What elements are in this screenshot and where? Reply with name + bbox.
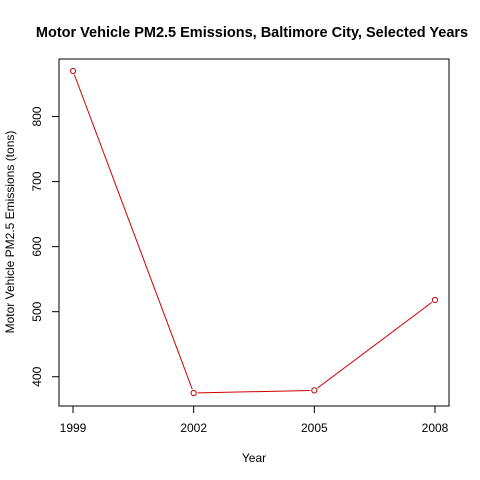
y-tick-label-500: 500 — [30, 301, 44, 321]
series-segment-0-2 — [317, 301, 433, 389]
x-tick-label-2008: 2008 — [422, 421, 449, 435]
x-tick-label-2002: 2002 — [180, 421, 207, 435]
y-axis: 400 500 600 700 800 — [30, 106, 59, 387]
data-point-2002 — [190, 389, 197, 397]
y-axis-label: Motor Vehicle PM2.5 Emissions (tons) — [3, 131, 17, 334]
y-tick-label-800: 800 — [30, 106, 44, 126]
x-tick-label-1999: 1999 — [60, 421, 87, 435]
series-line-group — [73, 74, 433, 394]
chart-title: Motor Vehicle PM2.5 Emissions, Baltimore… — [36, 25, 468, 41]
series-segment-0-0 — [73, 74, 193, 390]
x-axis: 1999 2002 2005 2008 — [60, 406, 449, 435]
y-tick-label-400: 400 — [30, 366, 44, 386]
data-point-2005 — [311, 387, 318, 394]
series-points-group — [69, 67, 439, 397]
series-segment-0-1 — [197, 389, 311, 394]
y-tick-label-600: 600 — [30, 236, 44, 256]
y-tick-label-700: 700 — [30, 171, 44, 191]
x-tick-label-2005: 2005 — [301, 421, 328, 435]
data-point-2008 — [431, 296, 439, 304]
plot-frame — [58, 58, 450, 407]
data-point-1999 — [69, 67, 77, 75]
x-axis-label: Year — [242, 451, 266, 465]
